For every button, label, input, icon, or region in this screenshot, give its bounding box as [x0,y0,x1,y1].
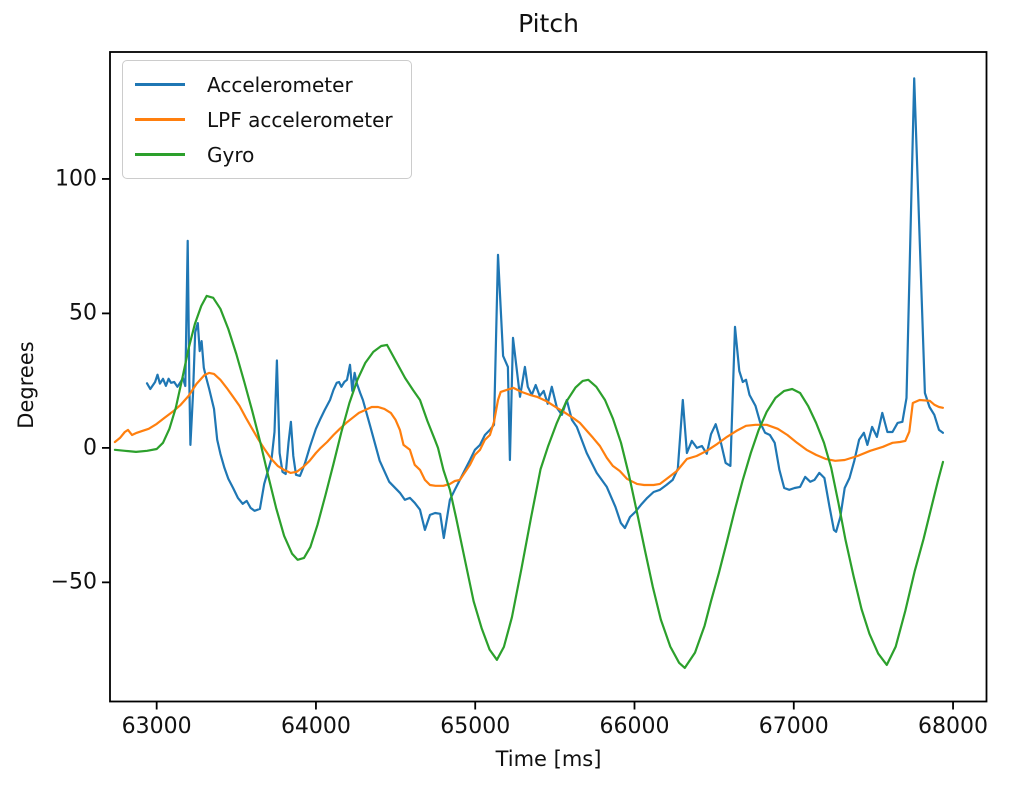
series-line-gyro [113,294,945,670]
series-line-lpf-accelerometer [113,371,945,487]
axes-frame [109,51,988,703]
